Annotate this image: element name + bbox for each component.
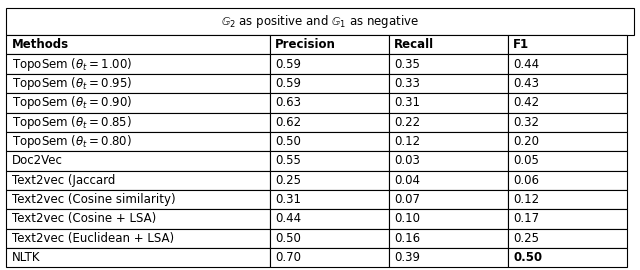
Bar — [270, 35, 389, 55]
Text: TopoSem ($\theta_t = 0.95$): TopoSem ($\theta_t = 0.95$) — [12, 75, 132, 92]
Bar — [6, 35, 270, 55]
Bar — [270, 248, 389, 267]
Text: Precision: Precision — [275, 38, 336, 51]
Bar — [508, 171, 627, 190]
Text: 0.50: 0.50 — [275, 232, 301, 245]
Text: 0.06: 0.06 — [513, 174, 540, 187]
Text: 0.32: 0.32 — [513, 116, 540, 129]
Bar — [508, 113, 627, 132]
Bar — [6, 229, 270, 248]
Text: 0.44: 0.44 — [275, 212, 301, 225]
Text: Doc2Vec: Doc2Vec — [12, 154, 62, 167]
Text: 0.43: 0.43 — [513, 77, 540, 90]
Bar — [6, 8, 634, 35]
Text: Text2vec (Cosine similarity): Text2vec (Cosine similarity) — [12, 193, 175, 206]
Text: NLTK: NLTK — [12, 251, 40, 264]
Bar — [389, 209, 508, 229]
Text: 0.10: 0.10 — [394, 212, 420, 225]
Text: 0.59: 0.59 — [275, 58, 301, 71]
Bar — [6, 248, 270, 267]
Text: 0.12: 0.12 — [394, 135, 420, 148]
Bar — [6, 55, 270, 74]
Bar — [508, 190, 627, 209]
Bar — [389, 74, 508, 93]
Text: 0.39: 0.39 — [394, 251, 420, 264]
Bar — [389, 248, 508, 267]
Text: 0.07: 0.07 — [394, 193, 420, 206]
Text: 0.50: 0.50 — [275, 135, 301, 148]
Bar — [389, 190, 508, 209]
Text: 0.70: 0.70 — [275, 251, 301, 264]
Bar — [270, 93, 389, 113]
Text: Text2vec (Euclidean + LSA): Text2vec (Euclidean + LSA) — [12, 232, 173, 245]
Bar — [270, 55, 389, 74]
Text: TopoSem ($\theta_t = 1.00$): TopoSem ($\theta_t = 1.00$) — [12, 56, 132, 73]
Text: Methods: Methods — [12, 38, 68, 51]
Text: 0.03: 0.03 — [394, 154, 420, 167]
Bar — [270, 190, 389, 209]
Text: 0.63: 0.63 — [275, 96, 301, 109]
Bar — [270, 209, 389, 229]
Text: 0.22: 0.22 — [394, 116, 420, 129]
Bar — [270, 229, 389, 248]
Bar — [389, 113, 508, 132]
Text: 0.31: 0.31 — [275, 193, 301, 206]
Text: 0.42: 0.42 — [513, 96, 540, 109]
Bar — [6, 74, 270, 93]
Bar — [389, 151, 508, 171]
Text: $\mathbb{G}_2$ as positive and $\mathbb{G}_1$ as negative: $\mathbb{G}_2$ as positive and $\mathbb{… — [221, 13, 419, 30]
Text: 0.04: 0.04 — [394, 174, 420, 187]
Bar — [389, 171, 508, 190]
Bar — [6, 190, 270, 209]
Bar — [270, 132, 389, 151]
Bar — [508, 132, 627, 151]
Text: 0.12: 0.12 — [513, 193, 540, 206]
Text: 0.62: 0.62 — [275, 116, 301, 129]
Text: 0.33: 0.33 — [394, 77, 420, 90]
Text: 0.44: 0.44 — [513, 58, 540, 71]
Bar — [508, 151, 627, 171]
Bar — [508, 74, 627, 93]
Bar — [389, 55, 508, 74]
Bar — [389, 93, 508, 113]
Bar — [508, 35, 627, 55]
Text: Text2vec (Jaccard: Text2vec (Jaccard — [12, 174, 115, 187]
Text: TopoSem ($\theta_t = 0.90$): TopoSem ($\theta_t = 0.90$) — [12, 94, 132, 111]
Bar — [508, 209, 627, 229]
Text: 0.59: 0.59 — [275, 77, 301, 90]
Bar — [389, 229, 508, 248]
Text: TopoSem ($\theta_t = 0.80$): TopoSem ($\theta_t = 0.80$) — [12, 133, 132, 150]
Bar — [6, 209, 270, 229]
Bar — [6, 132, 270, 151]
Text: 0.25: 0.25 — [275, 174, 301, 187]
Bar — [270, 113, 389, 132]
Text: Text2vec (Cosine + LSA): Text2vec (Cosine + LSA) — [12, 212, 156, 225]
Bar — [270, 74, 389, 93]
Text: 0.55: 0.55 — [275, 154, 301, 167]
Text: 0.35: 0.35 — [394, 58, 420, 71]
Bar — [508, 93, 627, 113]
Text: 0.17: 0.17 — [513, 212, 540, 225]
Bar — [6, 113, 270, 132]
Text: 0.20: 0.20 — [513, 135, 540, 148]
Bar — [270, 151, 389, 171]
Text: F1: F1 — [513, 38, 529, 51]
Bar — [508, 55, 627, 74]
Text: TopoSem ($\theta_t = 0.85$): TopoSem ($\theta_t = 0.85$) — [12, 114, 132, 131]
Text: 0.05: 0.05 — [513, 154, 539, 167]
Bar — [6, 151, 270, 171]
Bar — [508, 229, 627, 248]
Text: 0.50: 0.50 — [513, 251, 543, 264]
Text: 0.16: 0.16 — [394, 232, 420, 245]
Bar — [6, 171, 270, 190]
Bar — [270, 171, 389, 190]
Bar — [389, 132, 508, 151]
Bar — [6, 93, 270, 113]
Text: 0.25: 0.25 — [513, 232, 540, 245]
Text: 0.31: 0.31 — [394, 96, 420, 109]
Text: Recall: Recall — [394, 38, 434, 51]
Bar — [389, 35, 508, 55]
Bar — [508, 248, 627, 267]
